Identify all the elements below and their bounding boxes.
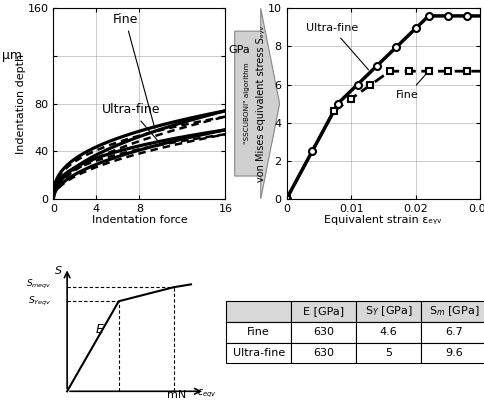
- Text: GPa: GPa: [227, 45, 249, 55]
- Text: mN: mN: [167, 390, 186, 400]
- Text: "SSCUBONI" algorithm: "SSCUBONI" algorithm: [243, 63, 249, 144]
- Y-axis label: von Mises equivalent stress Sₑᵧᵥ: von Mises equivalent stress Sₑᵧᵥ: [256, 25, 266, 182]
- Text: E: E: [96, 323, 104, 336]
- Text: $S_{meqv}$: $S_{meqv}$: [26, 278, 51, 291]
- Text: Ultra-fine: Ultra-fine: [305, 23, 368, 70]
- Y-axis label: Indentation depth: Indentation depth: [16, 54, 26, 154]
- Text: Ultra-fine: Ultra-fine: [102, 103, 160, 142]
- Text: Fine: Fine: [112, 12, 154, 128]
- Text: S: S: [55, 266, 62, 276]
- X-axis label: Indentation force: Indentation force: [91, 215, 187, 225]
- Text: Fine: Fine: [395, 73, 426, 100]
- Text: μm: μm: [2, 49, 22, 62]
- X-axis label: Equivalent strain εₑᵧᵥ: Equivalent strain εₑᵧᵥ: [324, 215, 441, 225]
- Text: $S_{Yeqv}$: $S_{Yeqv}$: [28, 295, 51, 308]
- Text: $\varepsilon_{eqv}$: $\varepsilon_{eqv}$: [196, 387, 216, 400]
- Polygon shape: [234, 8, 279, 199]
